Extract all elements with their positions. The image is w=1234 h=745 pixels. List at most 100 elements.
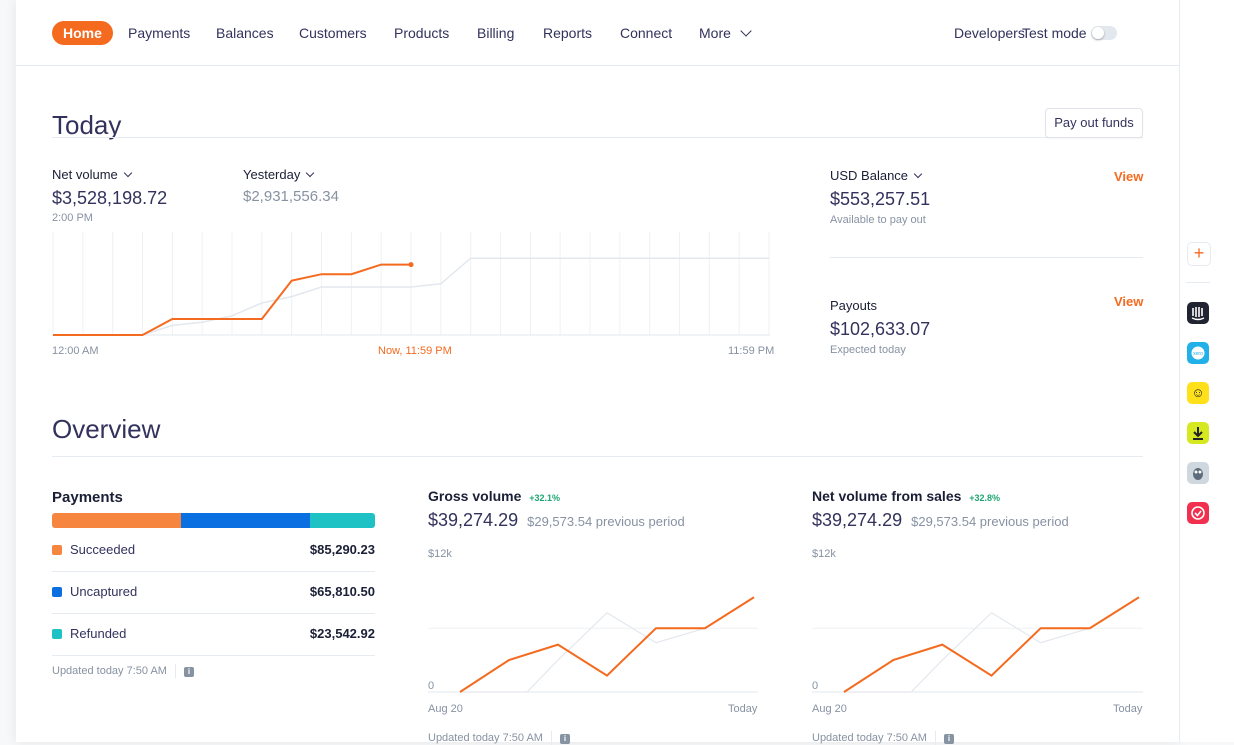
mascot-app-icon[interactable] [1187,462,1209,484]
payments-status-bar [52,513,375,528]
net-sales-updated-text: Updated today 7:50 AM [812,731,927,744]
download-app-icon[interactable] [1187,422,1209,444]
apps-sidebar [1179,0,1234,742]
usd-balance-value: $553,257.51 [830,189,931,209]
yesterday-label: Yesterday [243,167,301,182]
uncaptured-label: Uncaptured [70,584,138,599]
nav-billing[interactable]: Billing [477,25,515,41]
usd-balance-sub: Available to pay out [830,214,926,226]
payments-updated-text: Updated today 7:50 AM [52,664,167,677]
current-period-line [459,596,755,693]
toggle-knob [1092,27,1104,39]
test-mode-toggle[interactable] [1091,26,1117,40]
succeeded-value: $85,290.23 [309,542,375,557]
yesterday-value: $2,931,556.34 [243,188,339,205]
xero-icon[interactable]: xero [1187,342,1209,364]
xero-glyph: xero [1191,346,1205,360]
dashboard-window: Home Payments Balances Customers Product… [16,0,1179,745]
today-axis-end: 11:59 PM [728,345,775,357]
separator [174,664,176,678]
intercom-icon[interactable] [1187,302,1209,324]
refunded-dot [52,629,62,639]
net-sales-change: +32.8% [969,493,1001,503]
yesterday-series-line [53,257,769,336]
refunded-value: $23,542.92 [309,626,375,641]
balance-divider [830,257,1143,258]
net-sales-previous: $29,573.54 previous period [911,514,1069,529]
intercom-glyph [1191,307,1205,321]
net-volume-selector[interactable]: Net volume [52,167,132,182]
refunded-label: Refunded [70,626,127,641]
mailchimp-icon[interactable]: ☺ [1187,382,1209,404]
gross-volume-chart [428,596,758,693]
net-sales-title-text: Net volume from sales [812,488,962,504]
chevron-down-icon [740,25,752,37]
payouts-sub: Expected today [830,344,906,356]
separator [934,731,936,745]
chevron-down-icon [306,168,315,178]
nav-payments[interactable]: Payments [128,25,191,41]
today-axis-now: Now, 11:59 PM [378,345,452,357]
payouts-label: Payouts [830,298,877,313]
nav-customers[interactable]: Customers [299,25,367,41]
overview-title: Overview [52,414,161,444]
net-sales-x-start: Aug 20 [812,703,847,715]
gross-x-start: Aug 20 [428,703,463,715]
payments-row-succeeded[interactable]: Succeeded $85,290.23 [52,529,375,572]
bar-segment-uncaptured [181,513,311,528]
nav-balances[interactable]: Balances [216,25,274,41]
nav-developers[interactable]: Developers [954,25,1025,41]
add-app-icon[interactable]: + [1187,242,1211,266]
nav-products[interactable]: Products [394,25,450,41]
net-sales-chart [812,596,1143,693]
today-title: Today [52,110,122,140]
gross-y-zero: 0 [428,680,435,692]
net-sales-y-top: $12k [812,548,836,560]
info-icon[interactable]: i [943,733,954,744]
net-volume-label: Net volume [52,167,118,182]
payouts-value: $102,633.07 [830,319,931,339]
usd-balance-label: USD Balance [830,168,909,183]
today-volume-chart [52,232,770,336]
payments-row-refunded[interactable]: Refunded $23,542.92 [52,613,375,656]
separator [550,731,552,745]
gross-updated: Updated today 7:50 AM i [428,731,570,745]
gross-y-top: $12k [428,548,452,560]
nav-connect[interactable]: Connect [620,25,673,41]
net-sales-amount: $39,274.29 [812,510,903,530]
balance-view-link[interactable]: View [1114,169,1144,184]
payments-title: Payments [52,489,123,506]
usd-balance-selector[interactable]: USD Balance [830,168,923,183]
mascot-glyph [1193,468,1203,480]
uncaptured-value: $65,810.50 [309,584,375,599]
previous-period-line [460,596,755,693]
svg-text:xero: xero [1193,351,1203,357]
net-sales-updated: Updated today 7:50 AM i [812,731,954,745]
today-series-line [53,263,411,336]
bar-segment-succeeded [52,513,182,528]
payments-row-uncaptured[interactable]: Uncaptured $65,810.50 [52,571,375,614]
payments-updated: Updated today 7:50 AM i [52,664,194,678]
current-period-line [843,596,1140,693]
net-volume-value: $3,528,198.72 [52,188,168,208]
sidebar-divider [1186,282,1210,283]
checkmark-app-icon[interactable] [1187,502,1209,524]
payouts-view-link[interactable]: View [1114,294,1144,309]
info-icon[interactable]: i [559,733,570,744]
nav-home[interactable]: Home [52,21,113,45]
pay-out-funds-button[interactable]: Pay out funds [1045,108,1143,138]
top-navigation: Home Payments Balances Customers Product… [16,0,1179,66]
check-glyph [1191,506,1205,520]
info-icon[interactable]: i [183,666,194,677]
net-sales-value: $39,274.29 $29,573.54 previous period [812,510,1069,531]
net-sales-title[interactable]: Net volume from sales +32.8% [812,488,1000,504]
today-divider [52,137,1143,138]
gross-volume-title[interactable]: Gross volume +32.1% [428,488,560,504]
nav-reports[interactable]: Reports [543,25,593,41]
yesterday-selector[interactable]: Yesterday [243,167,315,182]
gross-volume-value: $39,274.29 $29,573.54 previous period [428,510,685,531]
nav-more[interactable]: More [699,21,752,45]
gross-volume-change: +32.1% [529,493,561,503]
chevron-down-icon [123,168,132,178]
net-sales-x-end: Today [1113,703,1143,715]
